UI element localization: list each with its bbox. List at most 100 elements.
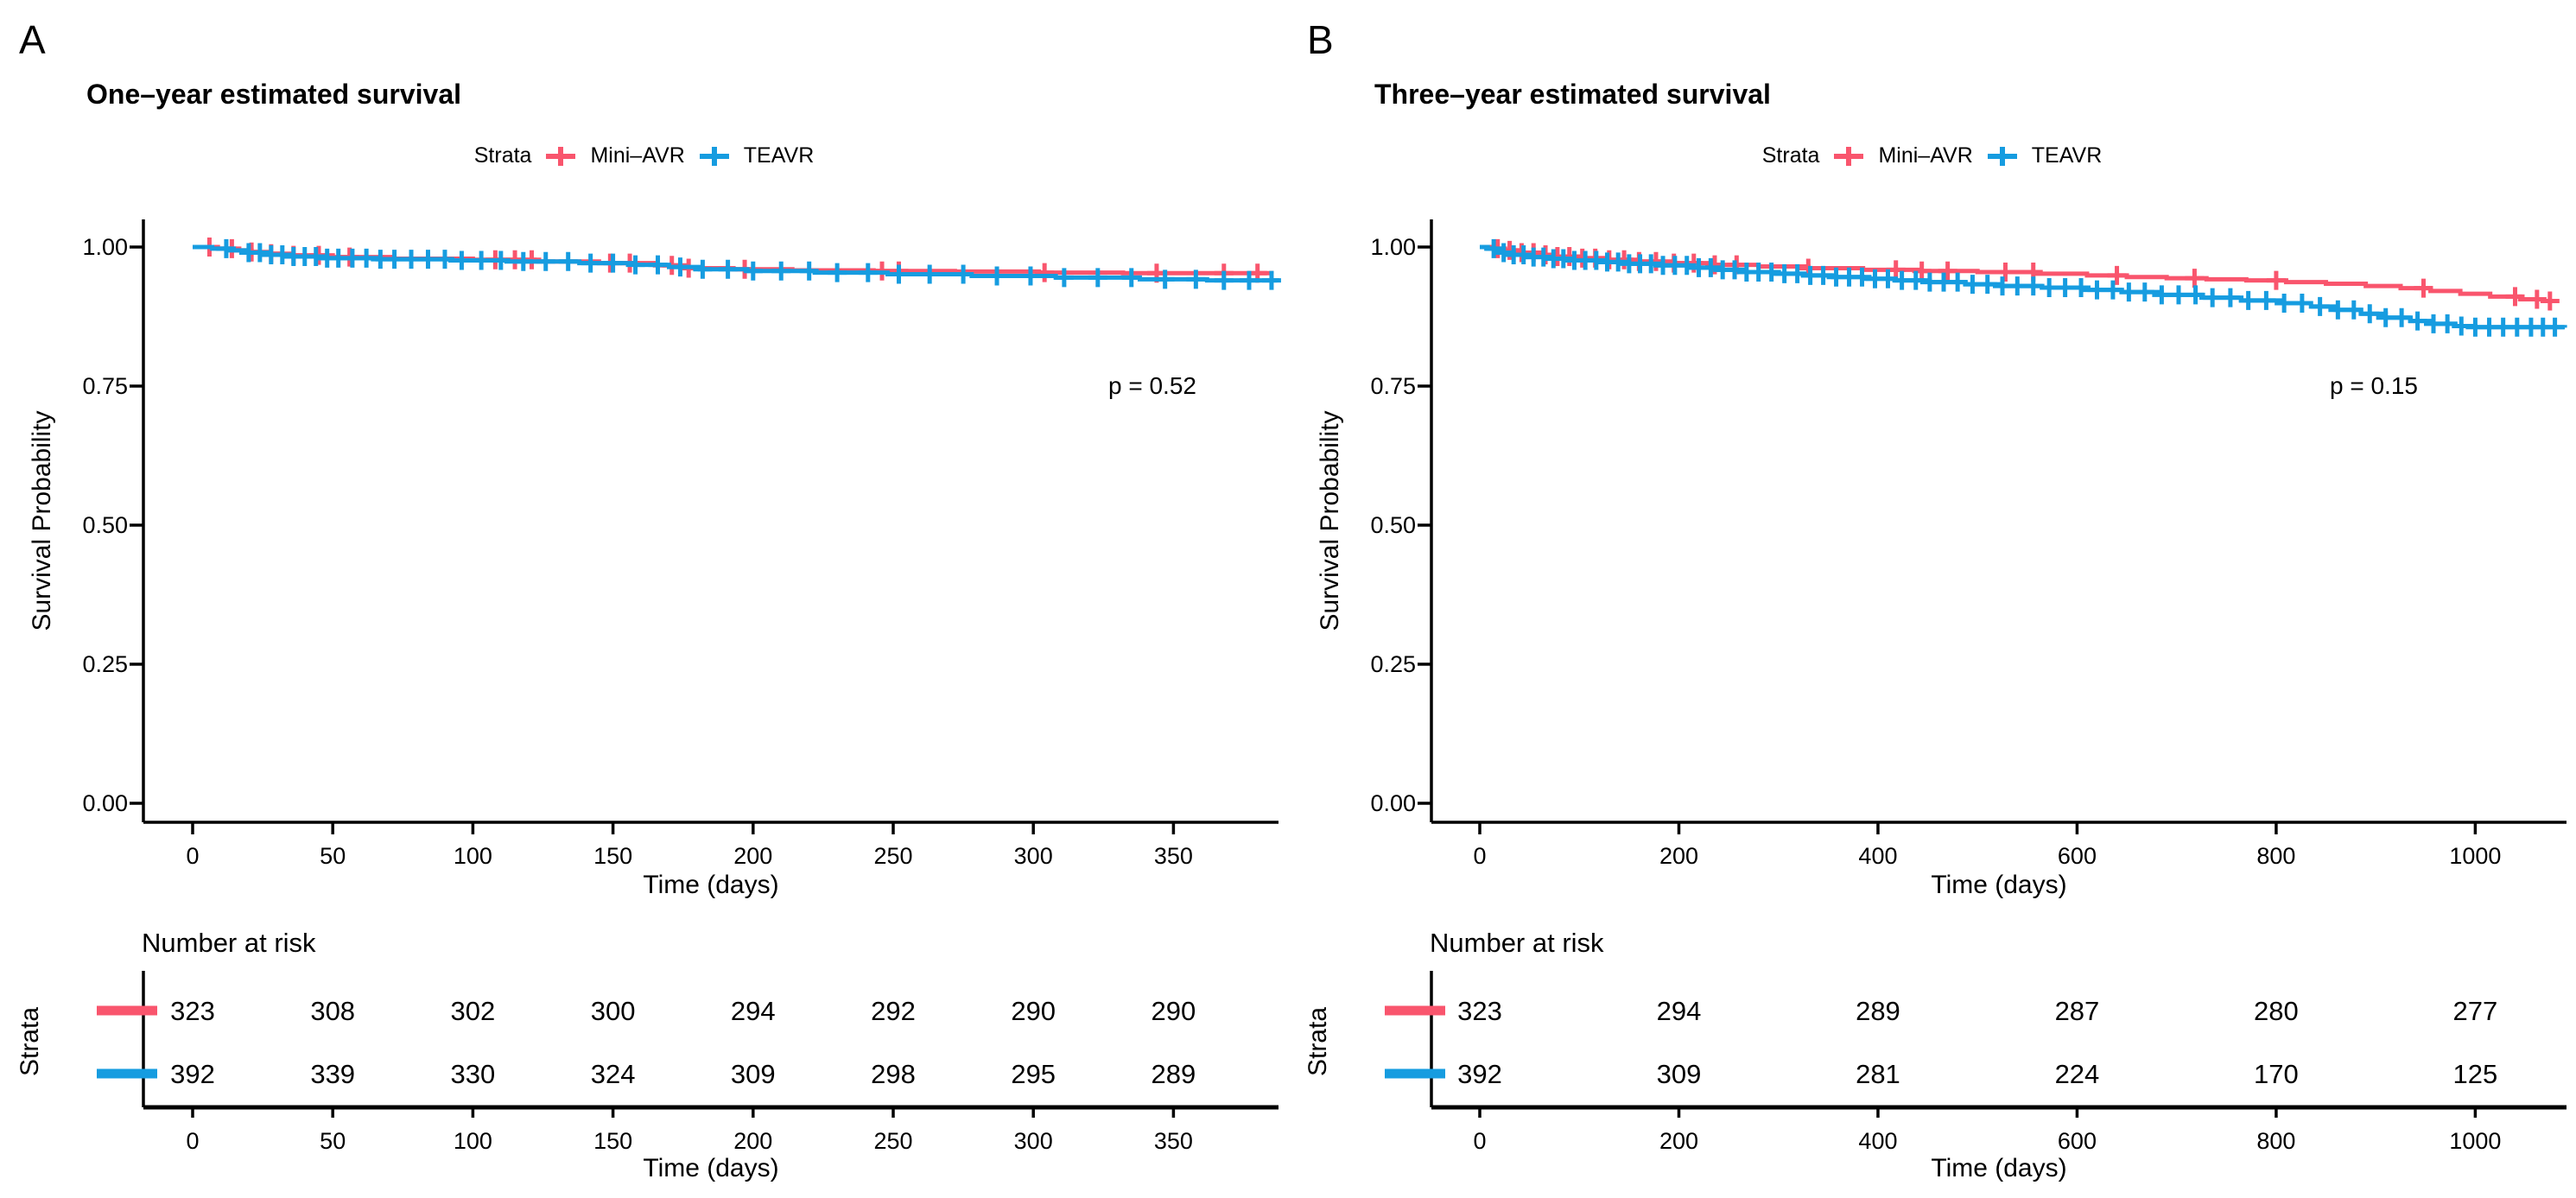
panel-a-plot-svg: A One–year estimated survival Survival P… bbox=[16, 17, 1281, 1182]
x-tick-label: 50 bbox=[320, 843, 346, 869]
y-tick-label: 0.00 bbox=[82, 790, 128, 816]
risk-count: 330 bbox=[451, 1059, 496, 1089]
risk-count: 298 bbox=[871, 1059, 916, 1089]
risk-row-key bbox=[1385, 1005, 1445, 1016]
risk-x-tick-label: 0 bbox=[186, 1128, 199, 1154]
x-tick-label: 1000 bbox=[2449, 843, 2501, 869]
y-tick-label: 1.00 bbox=[82, 234, 128, 260]
x-tick-label: 0 bbox=[1473, 843, 1486, 869]
risk-x-tick-label: 1000 bbox=[2449, 1128, 2501, 1154]
risk-count: 309 bbox=[1657, 1059, 1702, 1089]
censor-marks bbox=[1488, 238, 2560, 311]
x-tick-label: 600 bbox=[2058, 843, 2097, 869]
mini-avr-plus-icon bbox=[1834, 146, 1864, 166]
risk-x-tick-label: 50 bbox=[320, 1128, 346, 1154]
risk-count: 323 bbox=[170, 996, 215, 1026]
panel-a-label: A bbox=[19, 17, 46, 62]
risk-count: 281 bbox=[1856, 1059, 1900, 1089]
x-tick-label: 150 bbox=[593, 843, 632, 869]
risk-table-ylabel: Strata bbox=[1304, 1007, 1332, 1076]
risk-count: 324 bbox=[591, 1059, 636, 1089]
legend-label-mini-avr: Mini–AVR bbox=[590, 143, 685, 168]
risk-count: 277 bbox=[2453, 996, 2498, 1026]
y-tick-label: 0.00 bbox=[1370, 790, 1416, 816]
risk-count: 392 bbox=[1457, 1059, 1502, 1089]
risk-x-tick-label: 250 bbox=[873, 1128, 912, 1154]
x-tick-label: 0 bbox=[186, 843, 199, 869]
legend: Strata Mini–AVR TEAVR bbox=[1288, 143, 2576, 168]
y-tick-label: 1.00 bbox=[1370, 234, 1416, 260]
y-axis-title: Survival Probability bbox=[28, 410, 56, 631]
panel-a: A One–year estimated survival Survival P… bbox=[0, 17, 1288, 1182]
risk-count: 294 bbox=[731, 996, 776, 1026]
risk-count: 323 bbox=[1457, 996, 1502, 1026]
y-axis-title: Survival Probability bbox=[1316, 410, 1344, 631]
risk-count: 300 bbox=[591, 996, 636, 1026]
risk-x-tick-label: 200 bbox=[1659, 1128, 1698, 1154]
risk-count: 302 bbox=[451, 996, 496, 1026]
risk-count: 392 bbox=[170, 1059, 215, 1089]
risk-count: 287 bbox=[2055, 996, 2100, 1026]
risk-count: 309 bbox=[731, 1059, 776, 1089]
panel-b-plot-svg: B Three–year estimated survival Survival… bbox=[1304, 17, 2567, 1182]
generated-plot-content: 0.00 0.25 0.50 0.75 1.00 0 50 100 150 200 250 300 35… bbox=[82, 219, 1281, 1154]
risk-row-key bbox=[97, 1068, 157, 1079]
risk-table-ylabel: Strata bbox=[16, 1007, 44, 1076]
risk-table-xlabel: Time (days) bbox=[643, 1154, 778, 1182]
risk-row-key bbox=[97, 1005, 157, 1016]
y-tick-label: 0.75 bbox=[82, 373, 128, 399]
risk-table-title: Number at risk bbox=[1430, 928, 1604, 958]
p-value-text: p = 0.52 bbox=[1108, 372, 1196, 399]
risk-count: 289 bbox=[1856, 996, 1900, 1026]
risk-table-xlabel: Time (days) bbox=[1931, 1154, 2066, 1182]
mini-avr-plus-icon bbox=[546, 146, 576, 166]
risk-count: 170 bbox=[2254, 1059, 2299, 1089]
y-tick-label: 0.50 bbox=[1370, 512, 1416, 538]
risk-count: 224 bbox=[2055, 1059, 2100, 1089]
survival-curve-teavr bbox=[193, 244, 1279, 283]
x-tick-label: 250 bbox=[873, 843, 912, 869]
x-tick-label: 800 bbox=[2256, 843, 2295, 869]
risk-x-tick-label: 200 bbox=[733, 1128, 772, 1154]
x-axis-title: Time (days) bbox=[1931, 871, 2066, 899]
risk-x-tick-label: 350 bbox=[1154, 1128, 1193, 1154]
risk-count: 290 bbox=[1011, 996, 1056, 1026]
legend-title: Strata bbox=[473, 143, 532, 168]
risk-x-tick-label: 800 bbox=[2256, 1128, 2295, 1154]
teavr-plus-icon bbox=[1987, 146, 2017, 166]
y-tick-label: 0.50 bbox=[82, 512, 128, 538]
x-tick-label: 350 bbox=[1154, 843, 1193, 869]
x-tick-label: 200 bbox=[1659, 843, 1698, 869]
risk-x-tick-label: 300 bbox=[1014, 1128, 1053, 1154]
risk-count: 125 bbox=[2453, 1059, 2498, 1089]
risk-x-tick-label: 400 bbox=[1858, 1128, 1897, 1154]
panel-b-title: Three–year estimated survival bbox=[1374, 79, 1771, 110]
risk-count: 294 bbox=[1657, 996, 1702, 1026]
y-tick-label: 0.25 bbox=[1370, 651, 1416, 677]
generated-plot-content: 0.00 0.25 0.50 0.75 1.00 0 200 400 600 800 1000 323… bbox=[1370, 219, 2567, 1154]
risk-table-title: Number at risk bbox=[142, 928, 316, 958]
risk-x-tick-label: 100 bbox=[454, 1128, 492, 1154]
risk-count: 308 bbox=[310, 996, 355, 1026]
risk-count: 290 bbox=[1152, 996, 1196, 1026]
p-value-text: p = 0.15 bbox=[2330, 372, 2418, 399]
legend-title: Strata bbox=[1761, 143, 1820, 168]
teavr-plus-icon bbox=[699, 146, 729, 166]
y-tick-label: 0.25 bbox=[82, 651, 128, 677]
risk-count: 292 bbox=[871, 996, 916, 1026]
panel-b-label: B bbox=[1307, 17, 1334, 62]
panel-b: B Three–year estimated survival Survival… bbox=[1288, 0, 2576, 1198]
legend-label-mini-avr: Mini–AVR bbox=[1878, 143, 1973, 168]
risk-count: 280 bbox=[2254, 996, 2299, 1026]
risk-x-tick-label: 150 bbox=[593, 1128, 632, 1154]
legend: Strata Mini–AVR TEAVR bbox=[0, 143, 1288, 168]
x-tick-label: 400 bbox=[1858, 843, 1897, 869]
risk-count: 295 bbox=[1011, 1059, 1056, 1089]
risk-x-tick-label: 600 bbox=[2058, 1128, 2097, 1154]
legend-label-teavr: TEAVR bbox=[2031, 143, 2103, 168]
risk-row-key bbox=[1385, 1068, 1445, 1079]
legend-label-teavr: TEAVR bbox=[743, 143, 815, 168]
censor-marks bbox=[1484, 238, 2565, 337]
x-axis-title: Time (days) bbox=[643, 871, 778, 899]
